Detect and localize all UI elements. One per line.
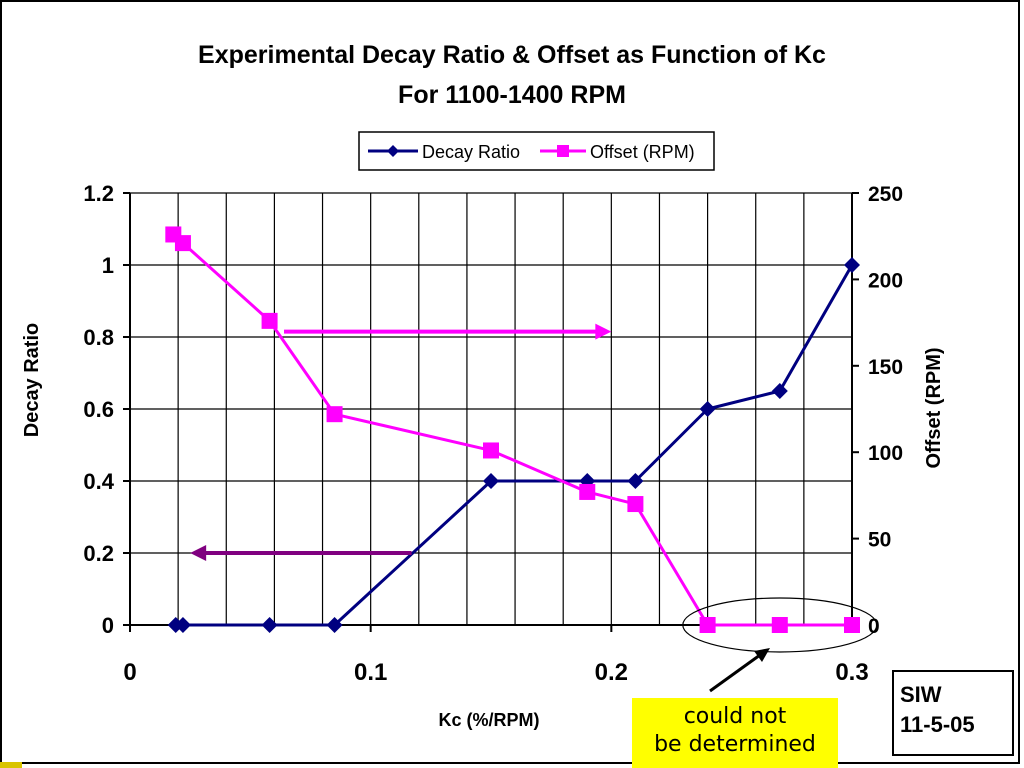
offset-arrow-head [595, 323, 612, 340]
offset-point [326, 406, 343, 423]
decay-ratio-point [326, 617, 343, 633]
y-tick-label: 1.2 [83, 181, 114, 206]
note-pointer-arrow [709, 653, 761, 693]
legend-offset-marker [557, 145, 569, 157]
signature-date: 11-5-05 [900, 712, 975, 737]
note-box: could not be determined [632, 698, 838, 768]
legend-offset-label: Offset (RPM) [590, 142, 695, 162]
signature-box: SIW 11-5-05 [892, 670, 1014, 756]
decay-ratio-point [174, 617, 191, 633]
note-pointer-head [754, 648, 770, 662]
legend: Decay Ratio Offset (RPM) [358, 131, 715, 171]
x-axis-label: Kc (%/RPM) [438, 710, 539, 730]
offset-point [174, 235, 191, 252]
undetermined-ellipse [682, 597, 878, 653]
x-tick-label: 0.2 [595, 659, 628, 686]
y2-axis-label: Offset (RPM) [923, 347, 945, 468]
legend-decay-marker [387, 145, 399, 157]
offset-point [699, 617, 716, 633]
note-line-2: be determined [654, 732, 816, 757]
gridlines [130, 192, 853, 625]
decay-ratio-point [844, 257, 860, 273]
x-tick-label: 0.3 [835, 659, 868, 686]
decay-ratio-point [627, 473, 644, 489]
offset-point [627, 496, 644, 513]
y2-tick-label: 150 [868, 356, 903, 379]
tick-labels: 0 0.2 0.4 0.6 0.8 1 1.2 0 50 100 150 200 250 0 0.1 0.2 0… [83, 181, 903, 686]
axes [123, 192, 859, 632]
offset-point [771, 617, 788, 633]
series-line-decay-ratio [175, 264, 854, 627]
y-tick-label: 0.8 [83, 325, 114, 350]
signature-name: SIW [900, 682, 942, 707]
decay-ratio-point [483, 473, 499, 489]
decay-arrow-head [190, 545, 207, 561]
series-line-offset [172, 233, 852, 627]
offset-point [483, 442, 499, 459]
y-tick-label: 0 [102, 613, 114, 638]
y2-tick-label: 50 [868, 529, 891, 552]
offset-point [579, 483, 596, 500]
legend-box [358, 131, 715, 171]
y2-tick-label: 250 [868, 183, 903, 206]
annotations [190, 323, 878, 693]
offset-point [261, 312, 278, 329]
y-axis-label: Decay Ratio [21, 323, 43, 438]
x-tick-label: 0.1 [354, 659, 387, 686]
chart-title: Experimental Decay Ratio & Offset as Fun… [198, 41, 826, 69]
chart-subtitle: For 1100-1400 RPM [398, 81, 626, 109]
decay-ratio-point [261, 617, 278, 633]
x-tick-label: 0 [123, 659, 136, 686]
y2-tick-label: 0 [868, 615, 880, 638]
legend-decay-label: Decay Ratio [422, 142, 520, 162]
series-layer [165, 226, 860, 633]
y2-tick-label: 200 [868, 269, 903, 292]
y-tick-label: 1 [102, 253, 114, 278]
offset-point [844, 617, 860, 633]
y-tick-label: 0.6 [83, 397, 114, 422]
decay-ratio-point [699, 401, 716, 417]
decay-ratio-point [771, 383, 788, 399]
corner-mark [0, 762, 22, 768]
note-line-1: could not [683, 704, 787, 729]
y2-tick-label: 100 [868, 442, 903, 465]
y-tick-label: 0.2 [83, 541, 114, 566]
y-tick-label: 0.4 [83, 469, 114, 494]
